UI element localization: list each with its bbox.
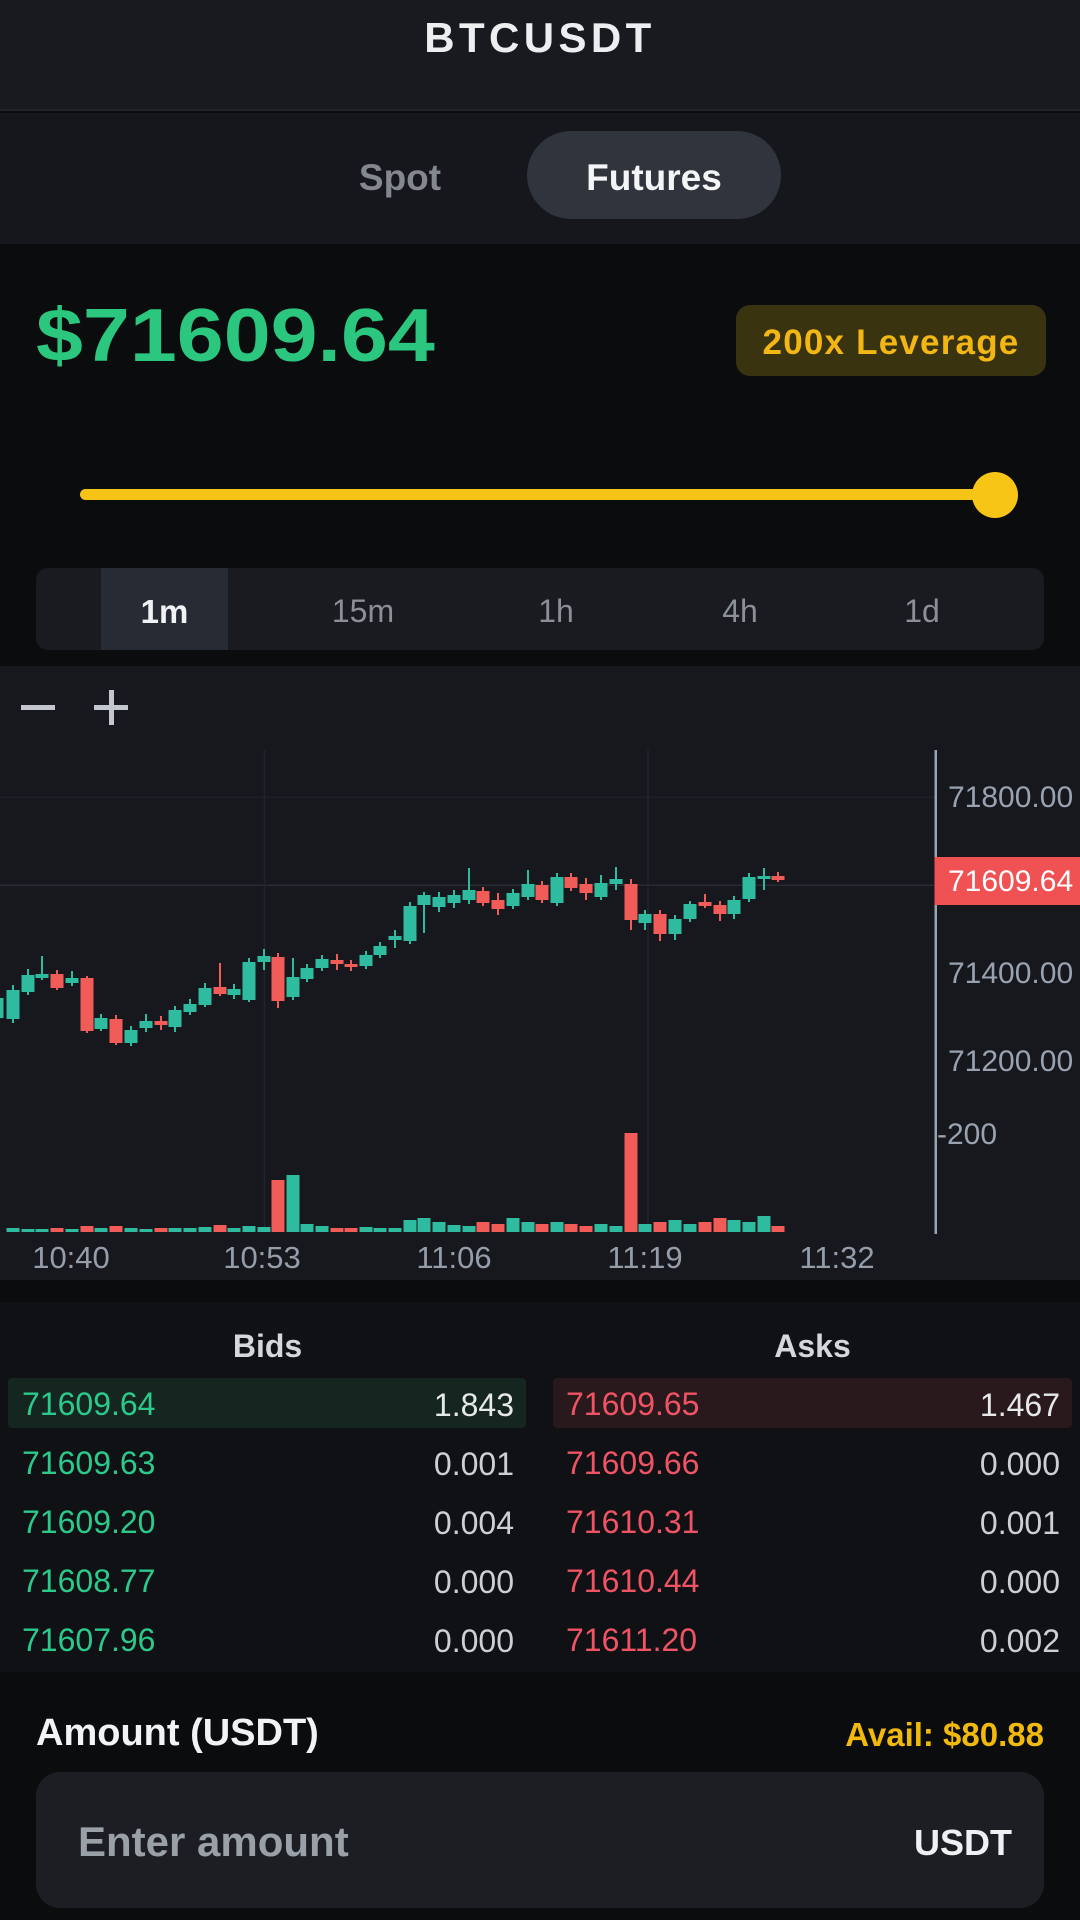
svg-text:11:32: 11:32 <box>799 1240 874 1275</box>
svg-text:-200: -200 <box>937 1118 997 1151</box>
svg-text:11:19: 11:19 <box>607 1240 682 1275</box>
svg-text:71609.64: 71609.64 <box>948 865 1073 898</box>
svg-text:71200.00: 71200.00 <box>948 1045 1073 1078</box>
svg-text:11:06: 11:06 <box>416 1240 491 1275</box>
svg-text:71400.00: 71400.00 <box>948 957 1073 990</box>
svg-text:10:53: 10:53 <box>223 1240 301 1275</box>
svg-text:10:40: 10:40 <box>32 1240 110 1275</box>
svg-text:71800.00: 71800.00 <box>948 781 1073 814</box>
